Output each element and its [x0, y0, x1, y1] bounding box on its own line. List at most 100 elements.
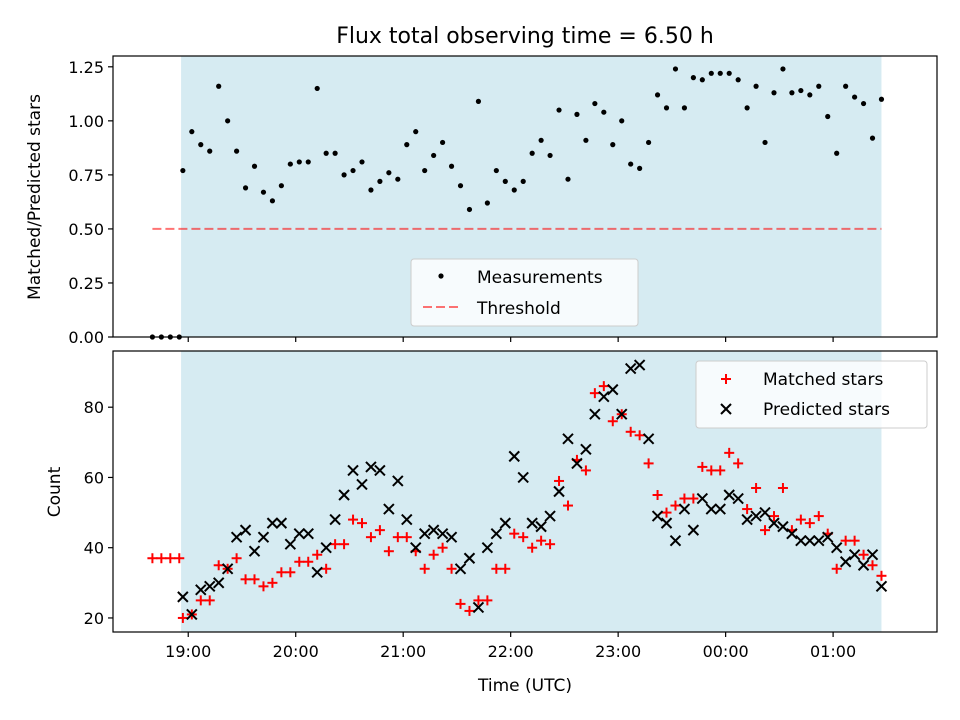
predicted-star-point — [589, 408, 601, 420]
matched-star-point — [804, 518, 815, 529]
predicted-star-point — [535, 520, 547, 533]
measurement-point — [583, 137, 589, 143]
matched-star-point — [706, 465, 717, 476]
measurement-point — [466, 206, 473, 213]
predicted-star-marker-b — [741, 513, 753, 526]
predicted-star-point — [365, 461, 377, 473]
measurement-point — [529, 150, 535, 156]
matched-star-point — [165, 553, 176, 564]
y-tick-label: 1.00 — [68, 112, 104, 131]
measurement-point — [448, 163, 455, 169]
predicted-star-marker-b — [875, 580, 888, 593]
predicted-star-marker-b — [436, 527, 449, 540]
predicted-star-point — [660, 517, 673, 529]
measurement-point — [565, 176, 571, 182]
matched-star-point — [858, 549, 869, 560]
predicted-star-point — [580, 443, 592, 456]
matched-star-point — [419, 563, 430, 574]
legend-frame — [695, 360, 928, 429]
predicted-star-point — [472, 601, 485, 614]
predicted-star-marker-b — [302, 527, 314, 540]
predicted-star-point — [526, 517, 538, 529]
measurement-point — [457, 183, 464, 189]
predicted-star-point — [866, 549, 879, 561]
predicted-star-marker-b — [544, 510, 556, 522]
x-tick-label: 00:00 — [703, 642, 749, 661]
matched-star-point — [339, 539, 350, 550]
matched-star-point — [437, 542, 448, 553]
predicted-star-marker-b — [723, 489, 735, 501]
predicted-star-marker-b — [481, 541, 494, 554]
predicted-star-point — [454, 563, 467, 575]
measurement-point — [789, 90, 795, 96]
measurement-point — [440, 139, 446, 146]
predicted-star-marker-b — [195, 584, 207, 596]
predicted-star-point — [401, 513, 413, 526]
measurement-point — [637, 165, 643, 171]
matched-star-point — [670, 500, 681, 511]
predicted-star-marker-b — [571, 457, 583, 470]
predicted-star-point — [436, 527, 449, 540]
measurement-point — [708, 70, 714, 76]
legend-predicted-swatch — [720, 403, 732, 415]
matched-star-point — [634, 430, 645, 441]
predicted-star-marker-b — [374, 464, 386, 477]
predicted-star-marker-b — [857, 559, 870, 571]
y-tick-label: 0.00 — [68, 328, 104, 347]
predicted-star-marker-b — [669, 534, 682, 547]
matched-star-point — [849, 535, 860, 546]
matched-star-point — [697, 461, 708, 472]
predicted-star-point — [490, 527, 503, 540]
predicted-star-marker-b — [839, 556, 852, 568]
predicted-star-point — [553, 485, 565, 498]
matched-star-point — [831, 563, 842, 574]
measurement-point — [422, 167, 428, 174]
matched-star-point — [625, 426, 636, 437]
matched-star-point — [688, 493, 699, 504]
predicted-star-point — [669, 534, 682, 547]
matched-star-point — [876, 570, 887, 581]
measurement-point — [601, 109, 607, 115]
axes-frame — [112, 350, 938, 633]
matched-star-point — [867, 560, 878, 571]
legend-predicted-swatch-b — [720, 403, 732, 415]
x-tick-label: 01:00 — [810, 642, 856, 661]
legend-matched-label: Matched stars — [763, 370, 883, 390]
matched-star-point — [312, 549, 323, 560]
matched-star-point — [598, 381, 609, 392]
matched-star-point — [446, 563, 457, 574]
predicted-star-marker-b — [866, 549, 879, 561]
y-tick-label: 80 — [84, 398, 104, 417]
measurement-point — [341, 172, 347, 178]
measurement-point — [628, 161, 634, 167]
predicted-star-point — [741, 513, 753, 526]
predicted-star-point — [410, 541, 422, 554]
predicted-star-point — [266, 517, 279, 529]
predicted-star-point — [795, 534, 807, 547]
measurement-point — [287, 161, 293, 167]
matched-star-point — [258, 581, 269, 592]
matched-star-point — [813, 511, 824, 522]
predicted-star-point — [481, 541, 494, 554]
measurement-point — [672, 66, 679, 72]
predicted-star-point — [723, 489, 735, 501]
measurement-point — [413, 129, 419, 135]
measurement-point — [681, 105, 688, 111]
predicted-star-marker-b — [293, 527, 306, 540]
matched-star-point — [679, 493, 690, 504]
y-tick-label: 0.25 — [68, 274, 104, 293]
matched-star-point — [147, 553, 158, 564]
predicted-star-point — [732, 492, 744, 505]
predicted-star-point — [445, 531, 458, 543]
matched-star-point — [365, 532, 376, 543]
predicted-star-marker-b — [329, 513, 341, 526]
matched-star-point — [751, 482, 762, 493]
predicted-star-marker-b — [633, 359, 646, 371]
predicted-star-point — [705, 503, 718, 515]
measurement-point — [744, 105, 750, 111]
predicted-star-point — [338, 489, 350, 501]
predicted-star-point — [678, 503, 691, 515]
measurement-point — [726, 70, 732, 76]
predicted-star-marker-b — [212, 577, 225, 589]
predicted-star-point — [508, 450, 520, 463]
